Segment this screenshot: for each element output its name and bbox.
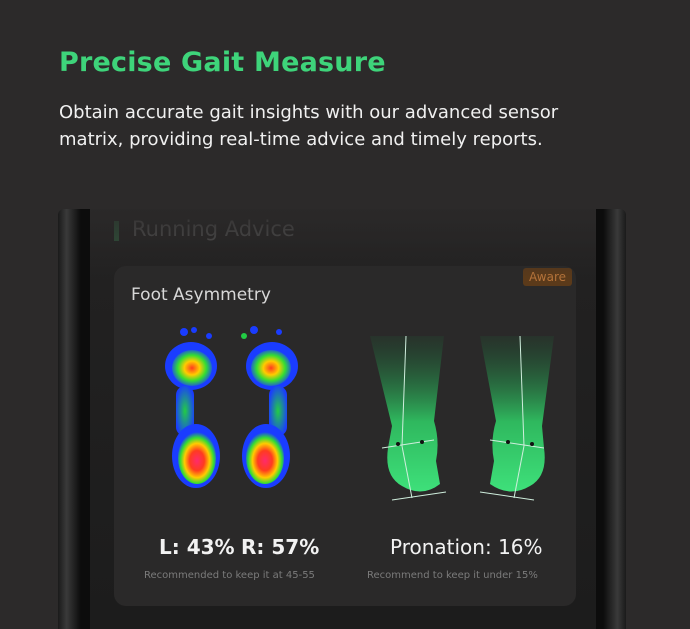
left-leg [370, 336, 447, 501]
pronation-leg-diagram [370, 336, 554, 501]
status-badge: Aware [523, 268, 572, 286]
right-foot-percentage: R: 57% [241, 535, 320, 559]
phone-screen: Running Advice Aware Foot Asymmetry [90, 209, 596, 629]
section-title: Running Advice [132, 217, 295, 241]
hero-description-line-2: matrix, providing real-time advice and t… [59, 129, 543, 150]
foot-asymmetry-card[interactable]: Aware Foot Asymmetry [114, 266, 576, 606]
foot-pressure-heatmap [165, 326, 298, 488]
right-leg [479, 336, 554, 501]
asymmetry-recommendation: Recommended to keep it at 45-55 [144, 570, 315, 581]
hero-title: Precise Gait Measure [59, 47, 386, 78]
phone-mockup: Running Advice Aware Foot Asymmetry [58, 209, 626, 629]
right-foot [241, 326, 298, 488]
section-accent-bar [114, 221, 119, 241]
card-title: Foot Asymmetry [131, 285, 271, 305]
pronation-recommendation: Recommend to keep it under 15% [367, 570, 538, 581]
left-foot-percentage: L: 43% [159, 535, 235, 559]
left-foot [165, 327, 220, 488]
pronation-percentage: Pronation: 16% [390, 535, 543, 559]
hero-description-line-1: Obtain accurate gait insights with our a… [59, 102, 559, 123]
hero-description: Obtain accurate gait insights with our a… [59, 99, 659, 153]
